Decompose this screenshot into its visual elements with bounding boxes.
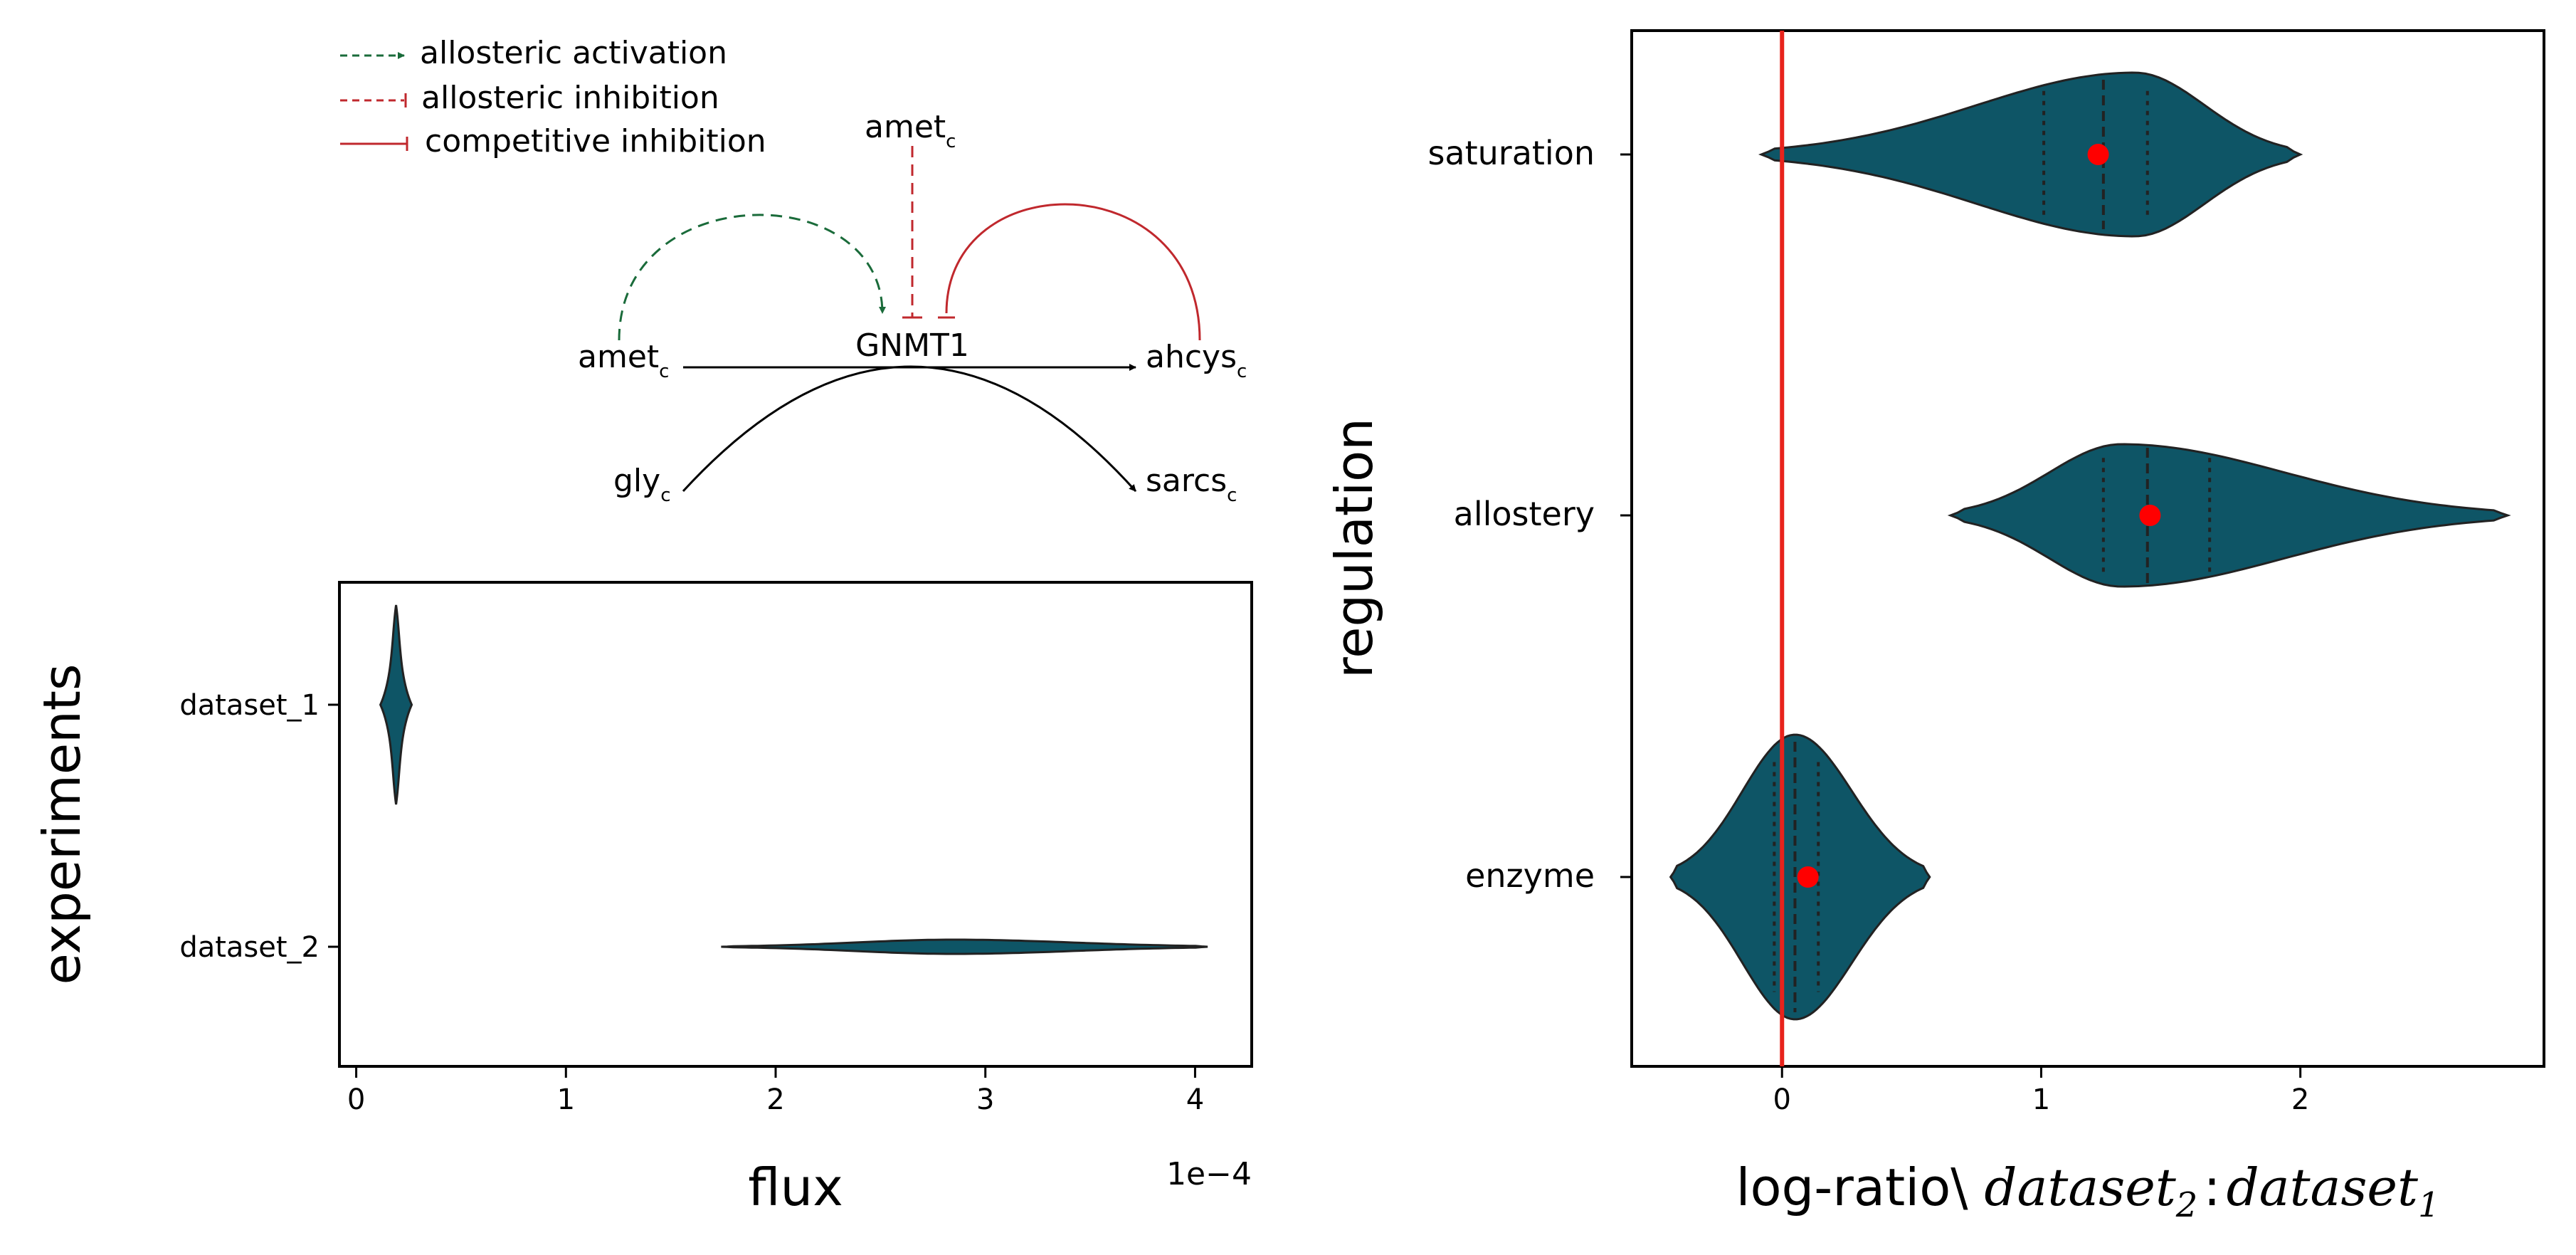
flux-plot-frame — [338, 581, 1253, 1068]
flux-axis-offset-label: 1e−4 — [1166, 1156, 1252, 1192]
log-ratio-x-tick-label: 0 — [1773, 1083, 1791, 1116]
flux-x-tick-label: 0 — [347, 1083, 365, 1116]
substrate-1-label: ametc — [578, 339, 669, 382]
violin-saturation — [1758, 71, 2303, 238]
log-ratio-plot-frame — [1630, 29, 2545, 1068]
top-metabolite-label: ametc — [865, 109, 956, 152]
allosteric-activation-arc — [618, 214, 886, 341]
median-marker-saturation — [2087, 144, 2109, 165]
log-ratio-y-tick-label: enzyme — [1465, 856, 1595, 895]
legend-allosteric-inhibition-label: allosteric inhibition — [421, 80, 719, 116]
log-ratio-x-tick-label: 2 — [2291, 1083, 2309, 1116]
competitive-inhibition-arc — [945, 203, 1201, 341]
violin-dataset-1 — [379, 604, 413, 805]
log-ratio-y-tick-label: saturation — [1427, 134, 1595, 172]
log-ratio-y-axis-label: regulation — [1324, 418, 1384, 678]
violin-dataset-2 — [721, 938, 1208, 955]
median-marker-enzyme — [1797, 866, 1819, 888]
product-2-label: sarcsc — [1146, 463, 1237, 506]
violin-allostery — [1947, 443, 2511, 588]
flux-y-axis-label: experiments — [32, 663, 92, 984]
pathway-diagram: allosteric activation allosteric inhibit… — [340, 35, 1247, 506]
legend-competitive-inhibition-label: competitive inhibition — [425, 123, 766, 159]
log-ratio-y-tick-label: allostery — [1454, 495, 1595, 533]
flux-y-tick-label: dataset_1 — [179, 689, 320, 722]
legend-activation-label: allosteric activation — [420, 35, 727, 71]
log-ratio-x-axis-label: log-ratio\ dataset2: dataset1 — [1736, 1157, 2440, 1225]
product-1-label: ahcysc — [1146, 339, 1247, 382]
flux-x-tick-label: 2 — [766, 1083, 784, 1116]
log-ratio-x-tick-label: 1 — [2032, 1083, 2050, 1116]
flux-x-tick-label: 4 — [1186, 1083, 1204, 1116]
median-marker-allostery — [2139, 505, 2161, 526]
flux-x-tick-label: 1 — [557, 1083, 575, 1116]
flux-x-tick-label: 3 — [976, 1083, 994, 1116]
diagram-legend: allosteric activation allosteric inhibit… — [340, 35, 766, 159]
enzyme-label: GNMT1 — [855, 327, 969, 364]
log-ratio-violin-chart: 0 1 2 saturation allostery enzyme log-ratio\ … — [1324, 29, 2545, 1225]
substrate-2-label: glyc — [613, 463, 671, 506]
coupled-reaction-arc — [682, 365, 1137, 493]
flux-y-tick-label: dataset_2 — [179, 931, 320, 964]
flux-x-axis-label: flux — [748, 1157, 843, 1217]
flux-violin-chart: 0 1 2 3 4 dataset_1 dataset_2 1e−4 flux experi… — [32, 581, 1253, 1217]
